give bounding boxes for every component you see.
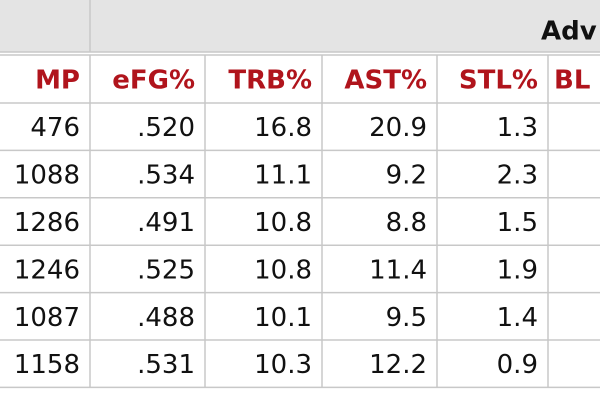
column-header: MP — [35, 66, 80, 96]
table-cell: 9.5 — [386, 303, 427, 333]
table-cell: 10.8 — [254, 208, 312, 238]
table-cell: .534 — [137, 161, 195, 191]
table-cell: 1158 — [14, 350, 80, 380]
table-cell: 1.3 — [497, 113, 538, 143]
table-cell: 10.1 — [254, 303, 312, 333]
table-cell: 1.9 — [497, 255, 538, 285]
table-cell: .531 — [137, 350, 195, 380]
group-header-row — [0, 0, 600, 52]
table-cell: 1087 — [14, 303, 80, 333]
table-cell: 1.4 — [497, 303, 538, 333]
column-header: AST% — [344, 66, 427, 96]
column-header: TRB% — [228, 66, 312, 96]
table-cell: 8.8 — [386, 208, 427, 238]
table-cell: 12.2 — [369, 350, 427, 380]
table-cell: 476 — [30, 113, 80, 143]
table-cell: 0.9 — [497, 350, 538, 380]
table-cell: 1286 — [14, 208, 80, 238]
table-cell: .525 — [137, 255, 195, 285]
table-cell: 1.5 — [497, 208, 538, 238]
table-cell: 10.8 — [254, 255, 312, 285]
column-header: BL — [554, 66, 590, 96]
column-header: STL% — [459, 66, 538, 96]
table-cell: .520 — [137, 113, 195, 143]
table-cell: 1088 — [14, 161, 80, 191]
table-cell: 1246 — [14, 255, 80, 285]
group-header: Adv — [541, 17, 597, 47]
table-cell: 16.8 — [254, 113, 312, 143]
table-cell: .488 — [137, 303, 195, 333]
table-cell: 2.3 — [497, 161, 538, 191]
table-cell: 11.4 — [369, 255, 427, 285]
table-cell: 20.9 — [369, 113, 427, 143]
table-cell: 10.3 — [254, 350, 312, 380]
table-cell: 9.2 — [386, 161, 427, 191]
table-cell: .491 — [137, 208, 195, 238]
column-header: eFG% — [112, 66, 195, 96]
table-cell: 11.1 — [254, 161, 312, 191]
